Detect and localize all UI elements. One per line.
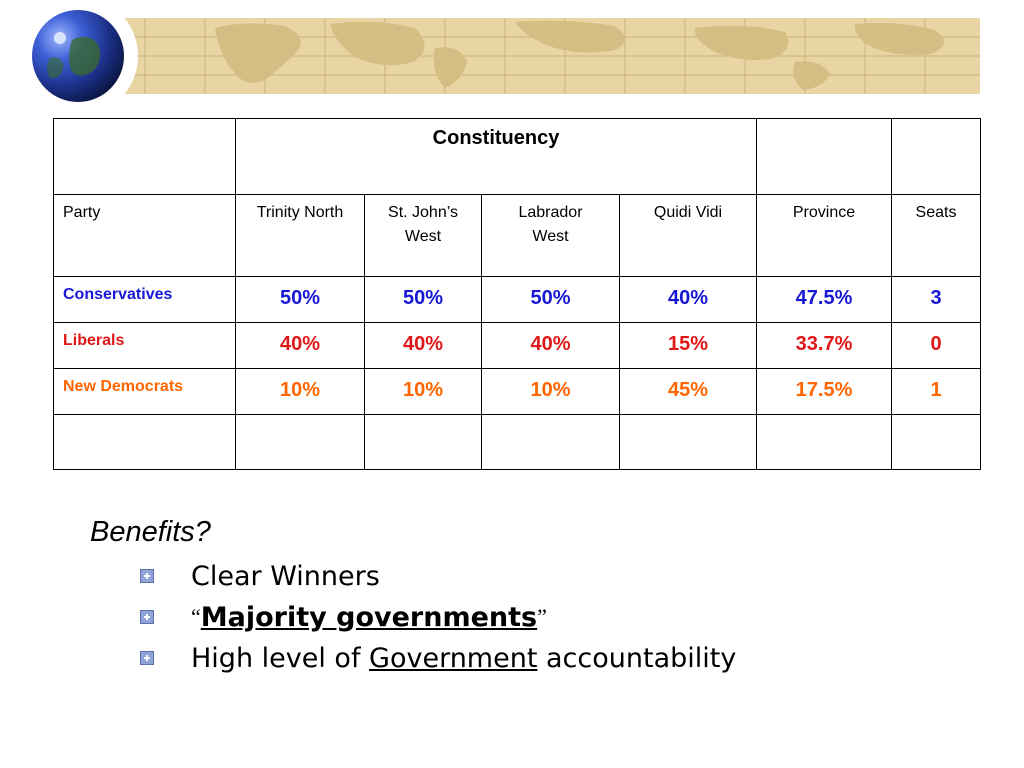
value-cell: 40% [235,322,365,369]
value-cell: 40% [364,322,482,369]
st-johns-west-label: St. John’s West [388,204,458,245]
empty-cell [891,414,981,470]
table-row: Conservatives 50% 50% 50% 40% 47.5% 3 [53,276,981,323]
column-header-province: Province [756,194,892,277]
column-header-trinity-north: Trinity North [235,194,365,277]
value-cell: 3 [891,276,981,323]
square-bullet-icon [140,610,154,624]
empty-table-row [53,414,981,470]
value-cell: 10% [364,368,482,415]
labrador-west-label: Labrador West [518,204,583,245]
column-header-quidi-vidi: Quidi Vidi [619,194,757,277]
empty-cell [53,414,236,470]
value-cell: 33.7% [756,322,892,369]
world-map-banner [95,18,980,94]
table-header-row: Party Trinity North St. John’s West Labr… [53,194,981,277]
empty-header-cell [756,118,892,195]
table-row: Liberals 40% 40% 40% 15% 33.7% 0 [53,322,981,369]
value-cell: 45% [619,368,757,415]
empty-cell [756,414,892,470]
table-header-top-row: Constituency [53,118,981,195]
globe-landmass [32,10,124,102]
value-cell: 15% [619,322,757,369]
value-cell: 0 [891,322,981,369]
party-name-cell: Liberals [53,322,236,369]
square-bullet-icon [140,651,154,665]
open-quote: “ [191,604,201,629]
bullet-text-underlined: Government [369,642,538,674]
value-cell: 40% [619,276,757,323]
column-header-labrador-west: Labrador West [481,194,620,277]
bullet-text-before: High level of [191,642,370,674]
bullet-text: Clear Winners [191,560,380,592]
column-header-st-johns-west: St. John’s West [364,194,482,277]
bullet-item-majority-governments: “ Majority governments ” [140,597,547,637]
value-cell: 17.5% [756,368,892,415]
empty-cell [481,414,620,470]
empty-header-cell [891,118,981,195]
party-name-cell: New Democrats [53,368,236,415]
value-cell: 10% [235,368,365,415]
value-cell: 50% [235,276,365,323]
constituency-header: Constituency [235,118,757,195]
empty-cell [619,414,757,470]
bullet-text: Majority governments [200,601,538,633]
table-row: New Democrats 10% 10% 10% 45% 17.5% 1 [53,368,981,415]
value-cell: 10% [481,368,620,415]
bullet-item-accountability: High level of Government accountability [140,638,736,678]
value-cell: 40% [481,322,620,369]
results-table: Constituency Party Trinity North St. Joh… [53,118,981,470]
value-cell: 50% [364,276,482,323]
column-header-seats: Seats [891,194,981,277]
value-cell: 50% [481,276,620,323]
square-bullet-icon [140,569,154,583]
empty-corner-cell [53,118,236,195]
value-cell: 1 [891,368,981,415]
party-name-cell: Conservatives [53,276,236,323]
benefits-heading: Benefits? [90,516,211,548]
bullet-text-after: accountability [537,642,737,674]
empty-cell [235,414,365,470]
close-quote: ” [537,604,547,629]
empty-cell [364,414,482,470]
bullet-item-clear-winners: Clear Winners [140,556,380,596]
value-cell: 47.5% [756,276,892,323]
column-header-party: Party [53,194,236,277]
